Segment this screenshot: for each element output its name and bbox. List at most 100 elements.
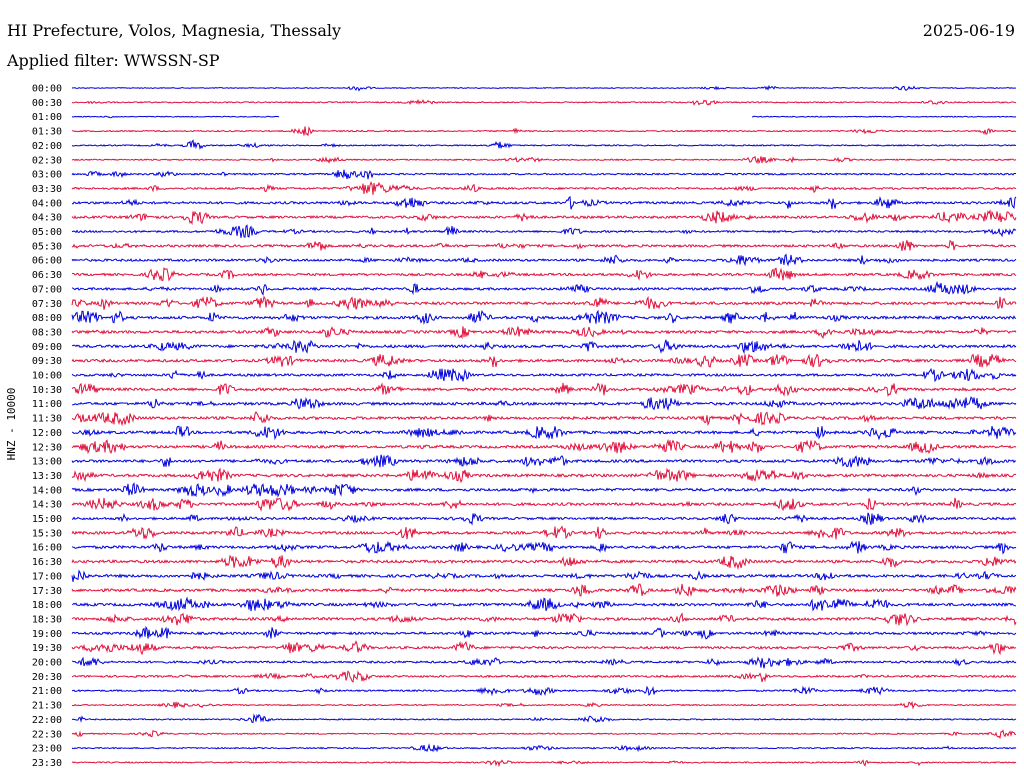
time-tick-label: 12:30: [32, 442, 62, 453]
seismic-trace: [71, 339, 1017, 355]
seismic-trace: [71, 670, 1017, 683]
seismic-trace: [71, 367, 1017, 383]
seismic-trace: [71, 540, 1017, 555]
time-tick-label: 10:00: [32, 371, 62, 382]
seismic-trace: [71, 425, 1017, 441]
time-tick-label: 15:00: [32, 514, 62, 525]
time-tick-label: 04:30: [32, 213, 62, 224]
seismic-trace: [71, 713, 1017, 723]
time-tick-label: 21:00: [32, 686, 62, 697]
time-tick-label: 07:00: [32, 284, 62, 295]
time-tick-label: 17:30: [32, 586, 62, 597]
seismic-trace: [71, 267, 1017, 282]
time-tick-label: 19:30: [32, 643, 62, 654]
y-axis-label: HNZ - 10000: [5, 388, 18, 461]
seismic-trace: [71, 656, 1017, 669]
time-tick-label: 03:30: [32, 184, 62, 195]
time-tick-label: 16:30: [32, 557, 62, 568]
seismic-trace: [71, 309, 1017, 325]
time-tick-label: 04:00: [32, 198, 62, 209]
seismic-trace: [71, 280, 1017, 296]
seismic-trace: [71, 454, 1017, 468]
seismic-trace: [71, 583, 1017, 597]
time-tick-label: 22:30: [32, 729, 62, 740]
time-tick-label: 11:00: [32, 399, 62, 410]
time-tick-label: 05:00: [32, 227, 62, 238]
time-tick-label: 05:30: [32, 241, 62, 252]
seismic-trace: [71, 759, 1017, 768]
seismic-trace: [71, 181, 1017, 195]
seismic-trace: [71, 98, 1017, 106]
station-title: HI Prefecture, Volos, Magnesia, Thessaly: [7, 21, 342, 40]
seismic-trace: [71, 467, 1017, 484]
seismic-trace: [71, 729, 1017, 740]
seismic-trace: [71, 353, 1017, 368]
time-tick-label: 01:00: [32, 112, 62, 123]
time-tick-label: 23:30: [32, 758, 62, 769]
time-tick-label: 00:00: [32, 84, 62, 95]
seismic-trace: [71, 497, 1017, 512]
seismic-trace: [71, 569, 1017, 582]
time-tick-label: 13:00: [32, 457, 62, 468]
seismic-trace: [71, 612, 1017, 627]
seismic-trace: [71, 396, 1017, 412]
seismic-trace: [71, 512, 1017, 526]
seismic-trace: [71, 438, 1017, 455]
time-tick-label: 02:30: [32, 155, 62, 166]
seismic-trace: [71, 115, 1017, 119]
time-tick-label: 07:30: [32, 299, 62, 310]
seismic-trace: [71, 224, 1017, 238]
time-tick-label: 14:00: [32, 485, 62, 496]
seismic-trace: [71, 295, 1017, 311]
seismic-trace: [71, 169, 1017, 180]
time-tick-label: 20:30: [32, 672, 62, 683]
seismic-trace: [71, 685, 1017, 697]
seismic-trace: [71, 640, 1017, 656]
time-tick-label: 00:30: [32, 98, 62, 109]
time-tick-label: 22:00: [32, 715, 62, 726]
seismic-trace: [71, 596, 1017, 612]
filter-label: Applied filter: WWSSN-SP: [7, 51, 220, 70]
time-tick-label: 20:00: [32, 658, 62, 669]
seismic-trace: [71, 126, 1017, 137]
seismic-trace: [71, 239, 1017, 251]
time-tick-label: 06:30: [32, 270, 62, 281]
time-tick-label: 06:00: [32, 256, 62, 267]
seismic-trace: [71, 253, 1017, 267]
seismic-trace: [71, 625, 1017, 640]
time-tick-label: 08:00: [32, 313, 62, 324]
seismic-trace: [71, 209, 1017, 226]
seismic-trace: [71, 139, 1017, 151]
time-tick-label: 01:30: [32, 127, 62, 138]
time-tick-label: 15:30: [32, 528, 62, 539]
time-tick-label: 10:30: [32, 385, 62, 396]
time-tick-label: 13:30: [32, 471, 62, 482]
seismic-trace: [71, 743, 1017, 753]
seismic-trace: [71, 155, 1017, 165]
time-tick-label: 21:30: [32, 701, 62, 712]
time-tick-label: 08:30: [32, 327, 62, 338]
seismic-trace: [71, 554, 1017, 570]
time-tick-label: 11:30: [32, 414, 62, 425]
time-tick-label: 14:30: [32, 500, 62, 511]
time-tick-label: 18:30: [32, 614, 62, 625]
time-tick-label: 17:00: [32, 571, 62, 582]
seismic-trace: [71, 482, 1017, 498]
seismic-trace: [71, 326, 1017, 340]
seismic-trace: [71, 410, 1017, 427]
date-label: 2025-06-19: [922, 21, 1015, 40]
seismic-trace: [71, 382, 1017, 397]
seismic-trace: [71, 195, 1017, 210]
seismic-trace: [71, 525, 1017, 540]
time-tick-label: 12:00: [32, 428, 62, 439]
seismic-trace: [71, 700, 1017, 710]
time-tick-label: 09:00: [32, 342, 62, 353]
seismic-trace: [71, 84, 1017, 92]
time-tick-label: 18:00: [32, 600, 62, 611]
time-tick-label: 09:30: [32, 356, 62, 367]
time-tick-label: 02:00: [32, 141, 62, 152]
time-tick-label: 03:00: [32, 170, 62, 181]
time-tick-label: 23:00: [32, 744, 62, 755]
time-tick-label: 16:00: [32, 543, 62, 554]
